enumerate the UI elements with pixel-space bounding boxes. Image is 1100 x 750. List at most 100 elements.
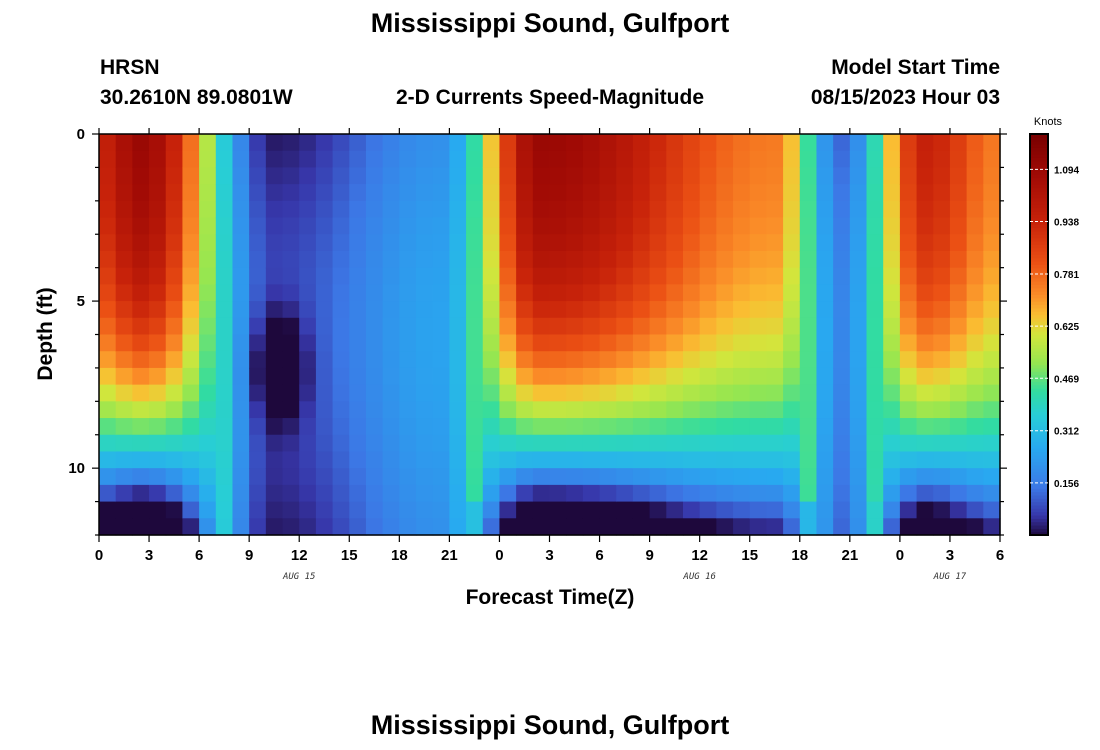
heatmap-cell — [249, 134, 267, 152]
heatmap-cell — [232, 434, 250, 453]
heatmap-cell — [682, 317, 701, 336]
heatmap-cell — [616, 434, 634, 453]
heatmap-cell — [799, 418, 818, 436]
heatmap-cell — [766, 418, 784, 436]
heatmap-cell — [632, 367, 651, 386]
colorbar-segment — [1030, 514, 1048, 519]
heatmap-cell — [115, 418, 133, 436]
heatmap-cell — [265, 267, 284, 285]
colorbar-segment — [1030, 344, 1048, 349]
heatmap-cell — [299, 384, 317, 402]
heatmap-cell — [749, 401, 768, 419]
colorbar-segment — [1030, 247, 1048, 252]
heatmap-cell — [516, 451, 534, 469]
heatmap-cell — [916, 367, 934, 386]
heatmap-cell — [933, 401, 951, 419]
heatmap-cell — [866, 167, 884, 185]
heatmap-cell — [783, 518, 801, 536]
heatmap-cell — [749, 334, 768, 352]
heatmap-cell — [983, 200, 1001, 219]
heatmap-cell — [482, 150, 501, 169]
colorbar-segment — [1030, 421, 1048, 426]
heatmap-cell — [816, 351, 834, 369]
heatmap-cell — [165, 200, 184, 219]
heatmap-cell — [232, 200, 250, 219]
heatmap-cell — [165, 150, 184, 169]
colorbar-segment — [1030, 244, 1048, 249]
heatmap-cell — [432, 518, 450, 536]
heatmap-cell — [516, 518, 534, 536]
heatmap-cell — [249, 301, 267, 319]
heatmap-cell — [582, 518, 601, 536]
x-tick-label: 18 — [391, 547, 408, 564]
heatmap-cell — [365, 317, 384, 336]
heatmap-cell — [699, 267, 717, 285]
colorbar-segment — [1030, 441, 1048, 446]
heatmap-cell — [983, 301, 1001, 319]
heatmap-cell — [466, 284, 484, 302]
heatmap-cell — [716, 484, 734, 503]
heatmap-cell — [949, 301, 968, 319]
heatmap-cell — [716, 518, 734, 536]
heatmap-cell — [399, 184, 417, 202]
heatmap-cell — [716, 434, 734, 453]
y-axis-label: Depth (ft) — [34, 287, 57, 380]
heatmap-cell — [499, 334, 517, 352]
heatmap-cell — [816, 167, 834, 185]
heatmap-cell — [616, 167, 634, 185]
colorbar-segment — [1030, 157, 1048, 162]
heatmap-cell — [733, 317, 751, 336]
heatmap-cell — [899, 150, 918, 169]
heatmap-cell — [432, 200, 450, 219]
heatmap-cell — [933, 200, 951, 219]
heatmap-cell — [749, 200, 768, 219]
colorbar-segment — [1030, 354, 1048, 359]
heatmap-cell — [449, 334, 467, 352]
heatmap-cell — [949, 184, 968, 202]
colorbar-segment — [1030, 468, 1048, 473]
heatmap-cell — [599, 150, 617, 169]
heatmap-cell — [499, 167, 517, 185]
heatmap-cell — [549, 200, 567, 219]
heatmap-cell — [549, 451, 567, 469]
heatmap-cell — [783, 184, 801, 202]
heatmap-cell — [582, 267, 601, 285]
heatmap-cell — [682, 184, 701, 202]
heatmap-cell — [833, 234, 851, 252]
heatmap-cell — [432, 301, 450, 319]
colorbar-segment — [1030, 508, 1048, 513]
heatmap-cell — [449, 518, 467, 536]
heatmap-cell — [199, 234, 217, 252]
heatmap-cell — [682, 401, 701, 419]
date-label: AUG 17 — [933, 572, 967, 582]
heatmap-cell — [966, 200, 984, 219]
heatmap-cell — [99, 301, 117, 319]
heatmap-cell — [666, 334, 684, 352]
heatmap-cell — [816, 200, 834, 219]
heatmap-cell — [733, 501, 751, 519]
heatmap-cell — [833, 451, 851, 469]
colorbar-segment — [1030, 150, 1048, 155]
heatmap-cell — [599, 401, 617, 419]
heatmap-cell — [816, 418, 834, 436]
heatmap-cell — [866, 384, 884, 402]
heatmap-cell — [766, 234, 784, 252]
heatmap-cell — [899, 284, 918, 302]
heatmap-cell — [566, 401, 584, 419]
colorbar-segment — [1030, 494, 1048, 499]
heatmap-cell — [849, 484, 868, 503]
heatmap-cell — [816, 468, 834, 486]
heatmap-cell — [666, 367, 684, 386]
heatmap-cell — [532, 367, 551, 386]
heatmap-cell — [883, 451, 901, 469]
colorbar-segment — [1030, 281, 1048, 285]
heatmap-cell — [682, 351, 701, 369]
heatmap-cell — [632, 284, 651, 302]
heatmap-cell — [265, 284, 284, 302]
heatmap-cell — [866, 150, 884, 169]
heatmap-cell — [115, 217, 133, 235]
colorbar-segment — [1030, 164, 1048, 169]
heatmap-cell — [299, 418, 317, 436]
heatmap-cell — [649, 284, 667, 302]
heatmap-cell — [883, 434, 901, 453]
